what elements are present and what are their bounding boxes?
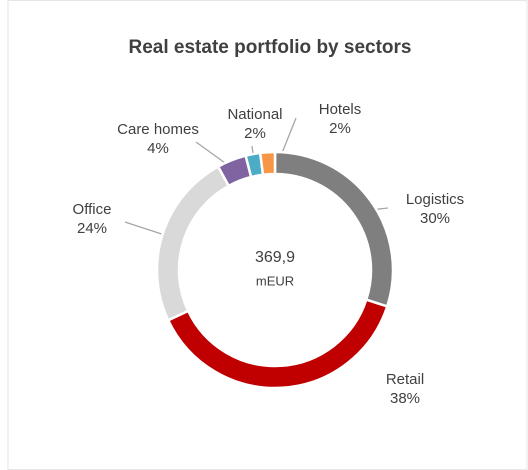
chart-frame [7,0,528,470]
segment-label: Hotels [319,101,362,118]
segment-label: National [227,106,282,123]
segment-label: Office [73,201,112,218]
donut-segment [258,150,277,177]
segment-value-label: 2% [244,125,266,142]
center-unit: mEUR [256,273,294,288]
segment-label: Retail [386,371,424,388]
segment-value-label: 24% [77,220,107,237]
segment-value-label: 4% [147,140,169,157]
segment-value-label: 30% [420,210,450,227]
segment-value-label: 2% [329,120,351,137]
segment-label: Care homes [117,121,199,138]
chart-title: Real estate portfolio by sectors [129,37,412,58]
center-value: 369,9 [255,249,295,266]
segment-label: Logistics [406,191,464,208]
segment-value-label: 38% [390,390,420,407]
